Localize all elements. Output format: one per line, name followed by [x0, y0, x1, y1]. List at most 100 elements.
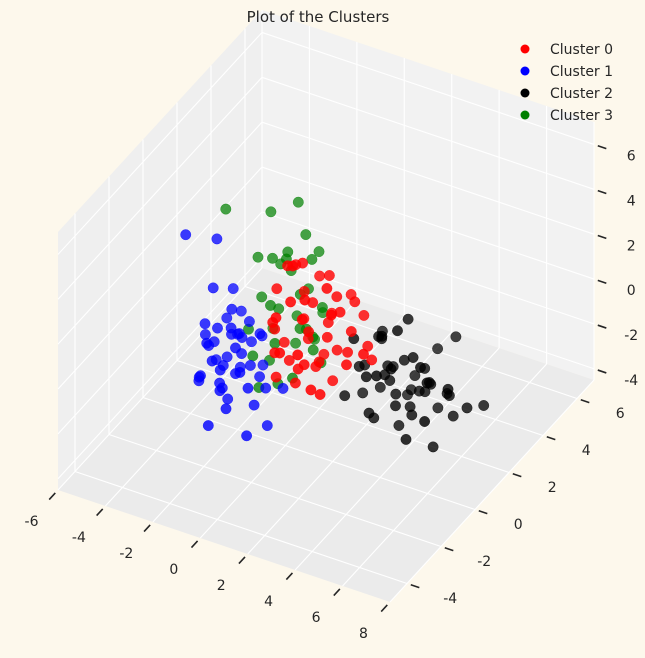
point-cluster-1: [207, 282, 219, 294]
point-cluster-0: [331, 291, 343, 303]
y-tick-label: -4: [443, 591, 457, 607]
z-tick-mark: [597, 279, 607, 284]
point-cluster-3: [316, 302, 328, 313]
point-cluster-2: [402, 313, 414, 325]
z-tick-label: 6: [627, 149, 636, 165]
point-cluster-3: [256, 291, 268, 303]
point-cluster-0: [314, 389, 326, 400]
point-cluster-3: [306, 253, 318, 265]
point-cluster-1: [180, 229, 192, 241]
point-cluster-1: [261, 420, 273, 432]
point-cluster-2: [432, 402, 444, 414]
legend-label-cluster-3: Cluster 3: [550, 108, 613, 124]
point-cluster-2: [461, 402, 473, 414]
x-tick-mark: [190, 540, 199, 549]
point-cluster-0: [289, 377, 301, 389]
grid-line-y-floor: [108, 433, 442, 548]
point-cluster-1: [241, 430, 253, 442]
pane-back: [262, 10, 594, 380]
point-cluster-1: [214, 364, 226, 376]
z-tick-label: -4: [624, 373, 638, 389]
point-cluster-0: [313, 356, 325, 368]
grid-line-z-back: [261, 121, 595, 235]
grid-line-y-floor: [176, 359, 510, 474]
point-cluster-1: [260, 382, 272, 394]
x-tick-label: 6: [312, 610, 321, 626]
x-tick-label: 0: [169, 562, 178, 578]
grid-line-x-floor: [57, 267, 263, 491]
point-cluster-1: [211, 233, 223, 245]
grid-line-z-left: [57, 166, 263, 390]
tick-labels: -6 -4 -2 0 2 4 6 8 -4 -2 0 2 4 6 -4 -2 0 2 4 6: [25, 149, 639, 642]
legend: Cluster 0 Cluster 1 Cluster 2 Cluster 3: [520, 42, 613, 124]
z-tick-label: -2: [624, 328, 638, 344]
point-cluster-2: [390, 388, 402, 400]
x-tick-mark: [285, 572, 294, 581]
grid-line-x-floor: [342, 363, 547, 587]
y-tick-mark: [444, 547, 454, 552]
grid-line-x-floor: [199, 315, 405, 539]
y-tick-label: 2: [548, 480, 557, 496]
grid-line-x-floor: [389, 379, 595, 603]
point-cluster-1: [235, 305, 247, 317]
x-tick-mark: [333, 588, 341, 597]
grid-line-y-floor: [74, 470, 408, 585]
grid-line-z-left: [57, 76, 263, 300]
z-tick-label: 0: [627, 283, 636, 299]
point-cluster-0: [297, 257, 309, 269]
grid-line-y-floor: [244, 285, 578, 400]
point-cluster-0: [285, 296, 297, 308]
point-cluster-0: [299, 294, 311, 306]
point-cluster-3: [300, 229, 312, 241]
point-cluster-2: [409, 370, 421, 382]
point-cluster-3: [307, 344, 319, 356]
point-cluster-2: [450, 331, 462, 343]
point-cluster-2: [478, 400, 490, 411]
point-cluster-0: [325, 309, 337, 321]
point-cluster-1: [257, 359, 269, 371]
point-cluster-1: [212, 322, 223, 334]
point-cluster-0: [358, 348, 369, 360]
point-cluster-0: [270, 371, 282, 383]
point-cluster-2: [339, 390, 351, 402]
grid-line-z-left: [57, 121, 263, 345]
x-tick-mark: [96, 508, 104, 517]
grid-line-z-back: [261, 31, 595, 145]
point-cluster-2: [371, 370, 382, 382]
point-cluster-1: [254, 328, 266, 340]
legend-marker-cluster-1: [520, 66, 530, 76]
point-cluster-0: [323, 270, 335, 281]
point-cluster-0: [292, 349, 304, 361]
point-cluster-1: [226, 303, 238, 315]
point-cluster-0: [327, 375, 339, 387]
point-cluster-2: [393, 420, 405, 431]
point-cluster-0: [349, 296, 361, 308]
point-cluster-1: [234, 366, 246, 378]
point-cluster-1: [244, 359, 256, 371]
point-cluster-1: [242, 382, 254, 394]
point-cluster-1: [277, 382, 289, 394]
point-cluster-0: [305, 384, 317, 396]
point-cluster-1: [199, 318, 211, 330]
point-cluster-1: [195, 370, 206, 382]
z-tick-mark: [597, 324, 607, 329]
point-cluster-3: [290, 337, 302, 349]
grid-line-z-left: [57, 211, 263, 435]
point-cluster-0: [298, 359, 310, 371]
point-cluster-0: [345, 326, 357, 337]
point-cluster-1: [225, 322, 237, 334]
point-cluster-2: [374, 381, 386, 393]
point-cluster-1: [222, 393, 234, 405]
legend-label-cluster-0: Cluster 0: [550, 42, 613, 58]
x-tick-mark: [380, 604, 388, 613]
z-tick-label: 4: [627, 194, 636, 210]
point-cluster-2: [427, 441, 439, 453]
point-cluster-3: [252, 251, 264, 263]
legend-marker-cluster-3: [520, 110, 530, 120]
point-cluster-2: [390, 400, 401, 412]
grid-line-z-back: [261, 76, 595, 190]
point-cluster-3: [313, 246, 325, 258]
point-cluster-0: [366, 354, 378, 366]
point-cluster-1: [254, 371, 266, 383]
